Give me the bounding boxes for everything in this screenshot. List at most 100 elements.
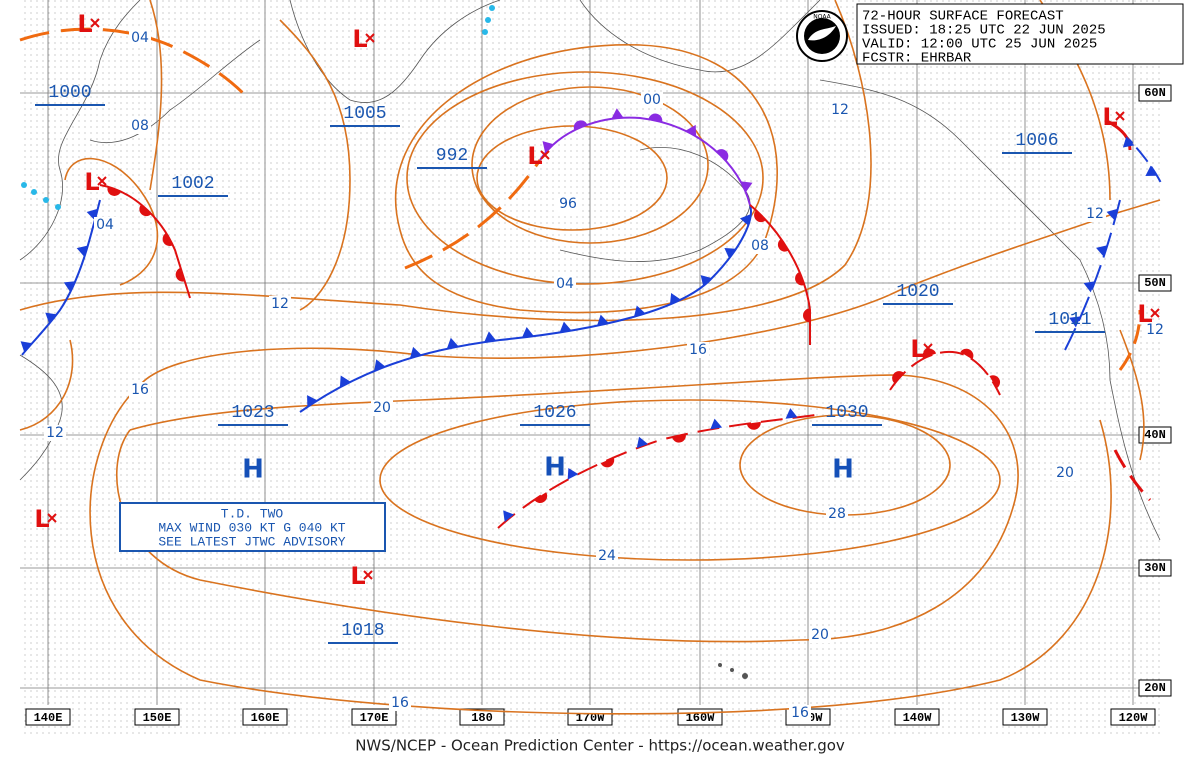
footer: NWS/NCEP - Ocean Prediction Center - htt… xyxy=(355,737,845,755)
header-title: 72-HOUR SURFACE FORECAST xyxy=(862,9,1064,25)
lat-label: 50N xyxy=(1144,276,1166,290)
cold-front-barb xyxy=(307,395,318,407)
lat-label: 20N xyxy=(1144,681,1166,695)
fronts xyxy=(19,27,1163,529)
warm-front-bulb xyxy=(795,271,805,286)
pressure-label: 992 xyxy=(436,146,468,166)
cold-front-barb xyxy=(446,337,459,349)
lon-label: 130W xyxy=(1011,711,1041,725)
high-center: H xyxy=(832,455,854,485)
isobar-label-bg xyxy=(44,425,66,441)
isobar-label-bg xyxy=(687,342,709,358)
isobar-label-bg xyxy=(269,296,291,312)
cold-front-barb xyxy=(636,436,649,449)
isobar-label: 24 xyxy=(598,548,616,564)
cold-front-barb xyxy=(1069,316,1081,328)
pressure-label: 1023 xyxy=(231,403,274,423)
cold-front-barb xyxy=(339,375,351,388)
low-marker xyxy=(365,33,375,43)
low-center: L xyxy=(77,10,92,38)
cold-front-barb xyxy=(710,418,723,430)
isobar-label-bg xyxy=(554,276,576,292)
lon-label-box xyxy=(1002,708,1048,726)
isobar-label-bg xyxy=(129,30,151,46)
cold-front-barb xyxy=(63,281,76,293)
pressure-label: 1000 xyxy=(48,83,91,103)
pressure-label: 1011 xyxy=(1048,310,1091,330)
warm-front-bulb xyxy=(777,238,789,252)
cold-front-barb xyxy=(20,341,33,353)
cold-front-barb xyxy=(785,408,798,419)
lat-label-box xyxy=(1138,559,1172,577)
isobar-label-bg xyxy=(749,238,771,254)
lon-label-box xyxy=(25,708,71,726)
warm-front-bulb xyxy=(107,186,121,196)
labels: 1000 1005 992 1002 1006 1020 1011 1023 1026 1030 1… xyxy=(34,10,1166,721)
header-issued: ISSUED: 18:25 UTC 22 JUN 2025 xyxy=(862,23,1106,39)
high-center: H xyxy=(544,453,566,483)
cyan-markers xyxy=(21,5,495,210)
logo-text: NOAA xyxy=(813,14,831,21)
warm-front-bulb xyxy=(139,204,152,217)
isobar-label: 16 xyxy=(791,705,809,721)
header-forecaster: FCSTR: EHRBAR xyxy=(862,51,972,67)
isobar-label: 08 xyxy=(131,118,149,134)
isobar-label-bg xyxy=(371,400,393,416)
lat-label-box xyxy=(1138,274,1172,292)
isobar-label: 96 xyxy=(559,196,577,212)
low-center: L xyxy=(1137,300,1152,328)
low-marker xyxy=(1115,111,1125,121)
cold-front-barb xyxy=(633,305,646,317)
isobar-label: 20 xyxy=(1056,465,1074,481)
cold-front-barb xyxy=(503,510,515,522)
header-box: 72-HOUR SURFACE FORECAST ISSUED: 18:25 U… xyxy=(856,3,1184,67)
low-center: L xyxy=(34,505,49,533)
warm-front-bulb xyxy=(716,149,729,162)
isobar-label: 20 xyxy=(373,400,391,416)
lat-label: 60N xyxy=(1144,86,1166,100)
cold-front-barb xyxy=(542,141,554,153)
lon-label: 140E xyxy=(34,711,63,725)
cold-front-barb xyxy=(1096,245,1108,257)
isobar-label: 04 xyxy=(556,276,574,292)
isobar-label: 16 xyxy=(391,695,409,711)
isobar-label: 16 xyxy=(689,342,707,358)
cold-front-barb xyxy=(374,359,386,371)
lat-label: 40N xyxy=(1144,428,1166,442)
low-center: L xyxy=(910,335,925,363)
isobar-label-bg xyxy=(94,217,116,233)
isobar-label-bg xyxy=(129,382,151,398)
isobar-label: 00 xyxy=(643,92,661,108)
lat-label-box xyxy=(1138,426,1172,444)
advisory-line: SEE LATEST JTWC ADVISORY xyxy=(158,534,345,549)
lat-label-box xyxy=(1138,679,1172,697)
map-background xyxy=(20,0,1162,735)
low-center: L xyxy=(350,562,365,590)
low-marker xyxy=(97,176,107,186)
cold-front-barb xyxy=(611,108,624,119)
lon-label: 150E xyxy=(143,711,172,725)
warm-front-bulb xyxy=(162,232,173,246)
low-marker xyxy=(923,343,933,353)
pressure-label: 1026 xyxy=(533,403,576,423)
cold-front-barb xyxy=(597,314,609,326)
graticule: 140E150E160E170E180170W160W150W140W130W1… xyxy=(20,0,1172,726)
noaa-logo: NOAA xyxy=(796,10,848,62)
isobar-label: 12 xyxy=(1086,206,1104,222)
pressure-label: 1018 xyxy=(341,621,384,641)
cold-front-barb xyxy=(700,275,712,287)
cold-front-barb xyxy=(669,293,681,305)
isobars xyxy=(19,0,1161,715)
lon-label: 120W xyxy=(1119,711,1149,725)
cold-front-barb xyxy=(685,124,697,137)
lon-label: 160E xyxy=(251,711,280,725)
lon-label-box xyxy=(894,708,940,726)
low-marker xyxy=(363,570,373,580)
lon-label-box xyxy=(351,708,397,726)
lon-label: 170W xyxy=(576,711,606,725)
cold-front-barb xyxy=(45,312,57,324)
warm-front-bulb xyxy=(573,120,588,130)
pressure-label: 1006 xyxy=(1015,131,1058,151)
isobar-label: 16 xyxy=(131,382,149,398)
